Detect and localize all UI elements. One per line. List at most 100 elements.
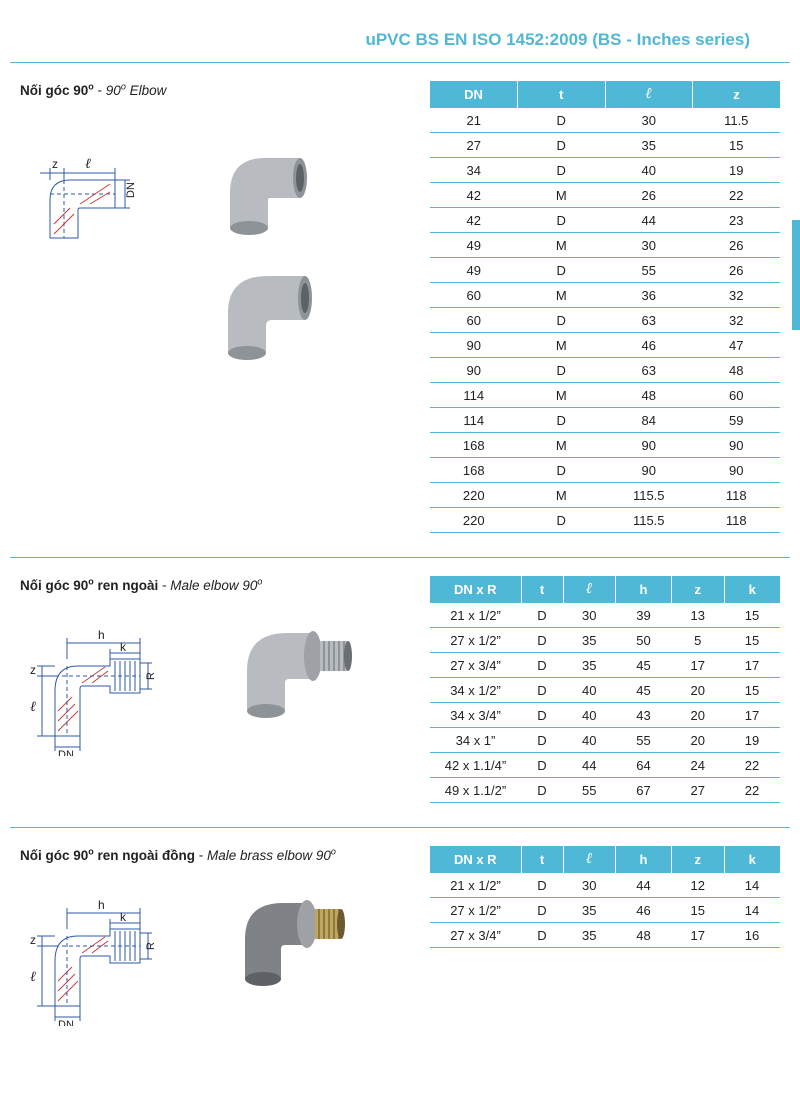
table-cell: 44	[605, 208, 693, 233]
table-cell: 90	[605, 433, 693, 458]
table-cell: 12	[672, 873, 725, 898]
table-cell: 40	[563, 728, 616, 753]
table-cell: 47	[693, 333, 781, 358]
table-cell: 20	[672, 728, 725, 753]
table-row: 34 x 3/4”D40432017	[430, 703, 780, 728]
table-cell: 45	[616, 653, 672, 678]
table-cell: 40	[563, 703, 616, 728]
table-cell: 19	[724, 728, 780, 753]
table-cell: 32	[693, 308, 781, 333]
table-cell: 16	[724, 923, 780, 948]
table-male-elbow: DN x Rtℓhzk21 x 1/2”D3039131527 x 1/2”D3…	[430, 576, 780, 803]
table-90-elbow: DNtℓz21D3011.527D351534D401942M262242D44…	[430, 81, 780, 533]
dimension-drawing-elbow: z ℓ DN	[20, 138, 150, 258]
svg-text:z: z	[30, 663, 36, 677]
table-row: 168M9090	[430, 433, 780, 458]
table-cell: D	[518, 208, 606, 233]
table-row: 90M4647	[430, 333, 780, 358]
table-cell: 34 x 3/4”	[430, 703, 521, 728]
table-cell: 17	[724, 653, 780, 678]
table-row: 220D115.5118	[430, 508, 780, 533]
table-row: 34 x 1/2”D40452015	[430, 678, 780, 703]
table-cell: 34 x 1/2”	[430, 678, 521, 703]
table-row: 114D8459	[430, 408, 780, 433]
table-cell: D	[521, 653, 563, 678]
svg-text:ℓ: ℓ	[30, 700, 36, 715]
table-cell: 220	[430, 508, 518, 533]
table-cell: 30	[563, 873, 616, 898]
table-row: 42 x 1.1/4”D44642422	[430, 753, 780, 778]
table-cell: 17	[672, 653, 725, 678]
section1-title: Nối góc 90o - 90o Elbow	[20, 81, 410, 98]
table-cell: 35	[563, 653, 616, 678]
svg-text:z: z	[30, 933, 36, 947]
table-cell: 15	[693, 133, 781, 158]
table-cell: 63	[605, 358, 693, 383]
table-cell: 55	[616, 728, 672, 753]
table-cell: M	[518, 383, 606, 408]
svg-text:k: k	[120, 910, 127, 924]
page-title: uPVC BS EN ISO 1452:2009 (BS - Inches se…	[10, 20, 790, 63]
table-cell: D	[518, 133, 606, 158]
table-cell: 26	[693, 258, 781, 283]
table-header: t	[521, 576, 563, 603]
table-row: 21D3011.5	[430, 108, 780, 133]
table-cell: 49	[430, 258, 518, 283]
table-cell: 35	[563, 923, 616, 948]
table-header: DN x R	[430, 576, 521, 603]
table-cell: D	[521, 603, 563, 628]
svg-text:DN: DN	[58, 1019, 74, 1026]
table-cell: D	[521, 703, 563, 728]
table-cell: 168	[430, 458, 518, 483]
table-row: 114M4860	[430, 383, 780, 408]
table-cell: 67	[616, 778, 672, 803]
table-cell: 35	[605, 133, 693, 158]
table-cell: 114	[430, 383, 518, 408]
table-cell: 60	[430, 308, 518, 333]
table-row: 21 x 1/2”D30441214	[430, 873, 780, 898]
table-cell: 42	[430, 183, 518, 208]
table-cell: 14	[724, 898, 780, 923]
table-row: 27 x 3/4”D35451717	[430, 653, 780, 678]
table-cell: 27 x 3/4”	[430, 653, 521, 678]
table-cell: 42	[430, 208, 518, 233]
table-cell: M	[518, 433, 606, 458]
table-cell: D	[521, 678, 563, 703]
table-cell: 36	[605, 283, 693, 308]
table-cell: D	[521, 753, 563, 778]
table-header: h	[616, 846, 672, 873]
table-cell: 21	[430, 108, 518, 133]
table-cell: 21 x 1/2”	[430, 873, 521, 898]
table-cell: 11.5	[693, 108, 781, 133]
table-cell: 55	[563, 778, 616, 803]
table-cell: 15	[724, 603, 780, 628]
table-cell: D	[521, 923, 563, 948]
table-cell: D	[521, 628, 563, 653]
table-cell: 60	[693, 383, 781, 408]
table-cell: D	[518, 508, 606, 533]
table-cell: 27 x 1/2”	[430, 898, 521, 923]
table-cell: 48	[693, 358, 781, 383]
table-header: h	[616, 576, 672, 603]
table-header: ℓ	[563, 576, 616, 603]
svg-text:h: h	[98, 628, 105, 642]
svg-text:R: R	[145, 672, 157, 680]
table-cell: 5	[672, 628, 725, 653]
table-cell: 22	[724, 778, 780, 803]
table-cell: 20	[672, 703, 725, 728]
section-male-elbow: Nối góc 90o ren ngoài - Male elbow 90o	[10, 558, 790, 828]
table-cell: 90	[693, 433, 781, 458]
table-cell: D	[521, 873, 563, 898]
table-cell: D	[521, 898, 563, 923]
male-elbow-photo	[225, 611, 365, 731]
table-header: ℓ	[563, 846, 616, 873]
table-cell: D	[518, 308, 606, 333]
table-cell: 35	[563, 628, 616, 653]
table-cell: M	[518, 333, 606, 358]
table-cell: 115.5	[605, 483, 693, 508]
table-cell: 42 x 1.1/4”	[430, 753, 521, 778]
side-tab	[792, 220, 800, 330]
table-header: k	[724, 846, 780, 873]
table-cell: 15	[724, 678, 780, 703]
table-header: DN	[430, 81, 518, 108]
